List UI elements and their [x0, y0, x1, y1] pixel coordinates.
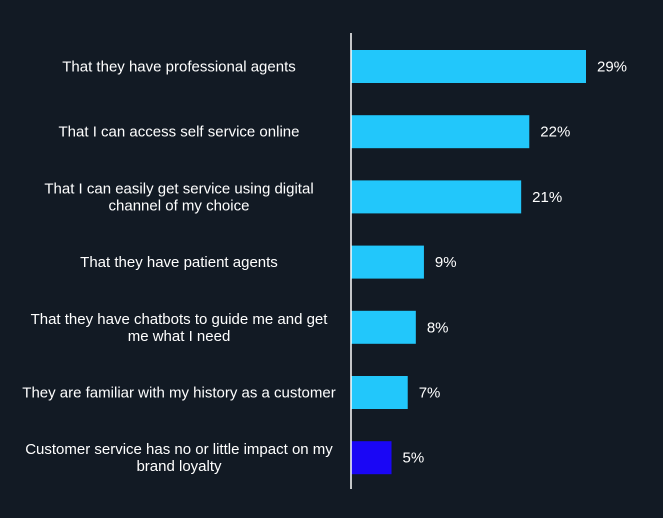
category-label-line: That I can easily get service using digi…: [44, 180, 313, 197]
category-label-line: brand loyalty: [136, 458, 222, 475]
category-label: That I can easily get service using digi…: [44, 180, 313, 214]
bar: [351, 310, 416, 344]
bars-group: [351, 50, 586, 475]
category-label-line: That they have professional agents: [62, 59, 295, 76]
value-label: 29%: [597, 59, 627, 76]
bar: [351, 441, 392, 475]
category-label: They are familiar with my history as a c…: [22, 385, 335, 402]
category-label-line: me what I need: [128, 328, 231, 345]
category-label: That they have professional agents: [62, 59, 295, 76]
value-label: 5%: [403, 450, 425, 467]
category-label: That I can access self service online: [59, 124, 300, 141]
category-labels-group: That they have professional agents That I…: [22, 59, 335, 476]
bar: [351, 180, 522, 214]
category-label: That they have chatbots to guide me and …: [31, 311, 329, 345]
value-label: 21%: [532, 189, 562, 206]
category-label-line: They are familiar with my history as a c…: [22, 385, 335, 402]
value-label: 22%: [540, 124, 570, 141]
bar: [351, 376, 408, 409]
category-label-line: channel of my choice: [109, 197, 250, 214]
category-label: That they have patient agents: [80, 254, 278, 271]
bar: [351, 50, 586, 83]
category-label-line: That they have patient agents: [80, 254, 278, 271]
bar: [351, 245, 424, 279]
value-label: 9%: [435, 254, 457, 271]
category-label-line: Customer service has no or little impact…: [25, 441, 333, 458]
category-label: Customer service has no or little impact…: [25, 441, 333, 475]
bar: [351, 115, 530, 149]
category-label-line: That they have chatbots to guide me and …: [31, 311, 329, 328]
category-label-line: That I can access self service online: [59, 124, 300, 141]
value-label: 8%: [427, 319, 449, 336]
value-labels-group: 29% 22% 21% 9% 8% 7% 5%: [403, 59, 628, 467]
value-label: 7%: [419, 385, 441, 402]
